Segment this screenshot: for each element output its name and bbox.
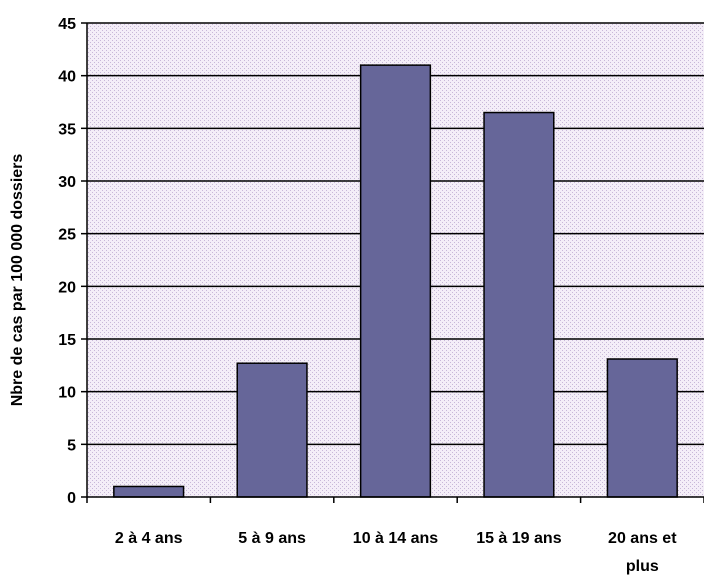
bar <box>606 358 678 498</box>
y-axis-title: Nbre de cas par 100 000 dossiers <box>9 154 26 407</box>
axes <box>81 22 704 503</box>
x-tick-label: 20 ans et plus <box>608 530 677 575</box>
y-tick-labels: 0 5 10 15 20 25 30 35 40 45 <box>58 16 76 507</box>
y-tick-label: 0 <box>67 490 76 507</box>
x-tick-label: 2 à 4 ans <box>115 530 183 547</box>
y-tick-label: 45 <box>58 16 76 33</box>
bars <box>113 64 678 498</box>
bar <box>113 485 185 498</box>
y-tick-label: 5 <box>67 437 76 454</box>
x-tick-label: 15 à 19 ans <box>476 530 562 547</box>
bar <box>483 111 555 498</box>
y-tick-label: 30 <box>58 174 76 191</box>
y-tick-label: 20 <box>58 279 76 296</box>
y-tick-label: 15 <box>58 332 76 349</box>
y-tick-label: 35 <box>58 121 76 138</box>
y-tick-label: 40 <box>58 69 76 86</box>
y-tick-label: 25 <box>58 227 76 244</box>
y-tick-label: 10 <box>58 385 76 402</box>
bar <box>359 64 432 498</box>
x-tick-labels: 2 à 4 ans 5 à 9 ans 10 à 14 ans 15 à 19 ans… <box>115 530 677 575</box>
bar <box>236 362 308 498</box>
x-tick-label: 5 à 9 ans <box>238 530 306 547</box>
x-tick-label: 10 à 14 ans <box>353 530 439 547</box>
